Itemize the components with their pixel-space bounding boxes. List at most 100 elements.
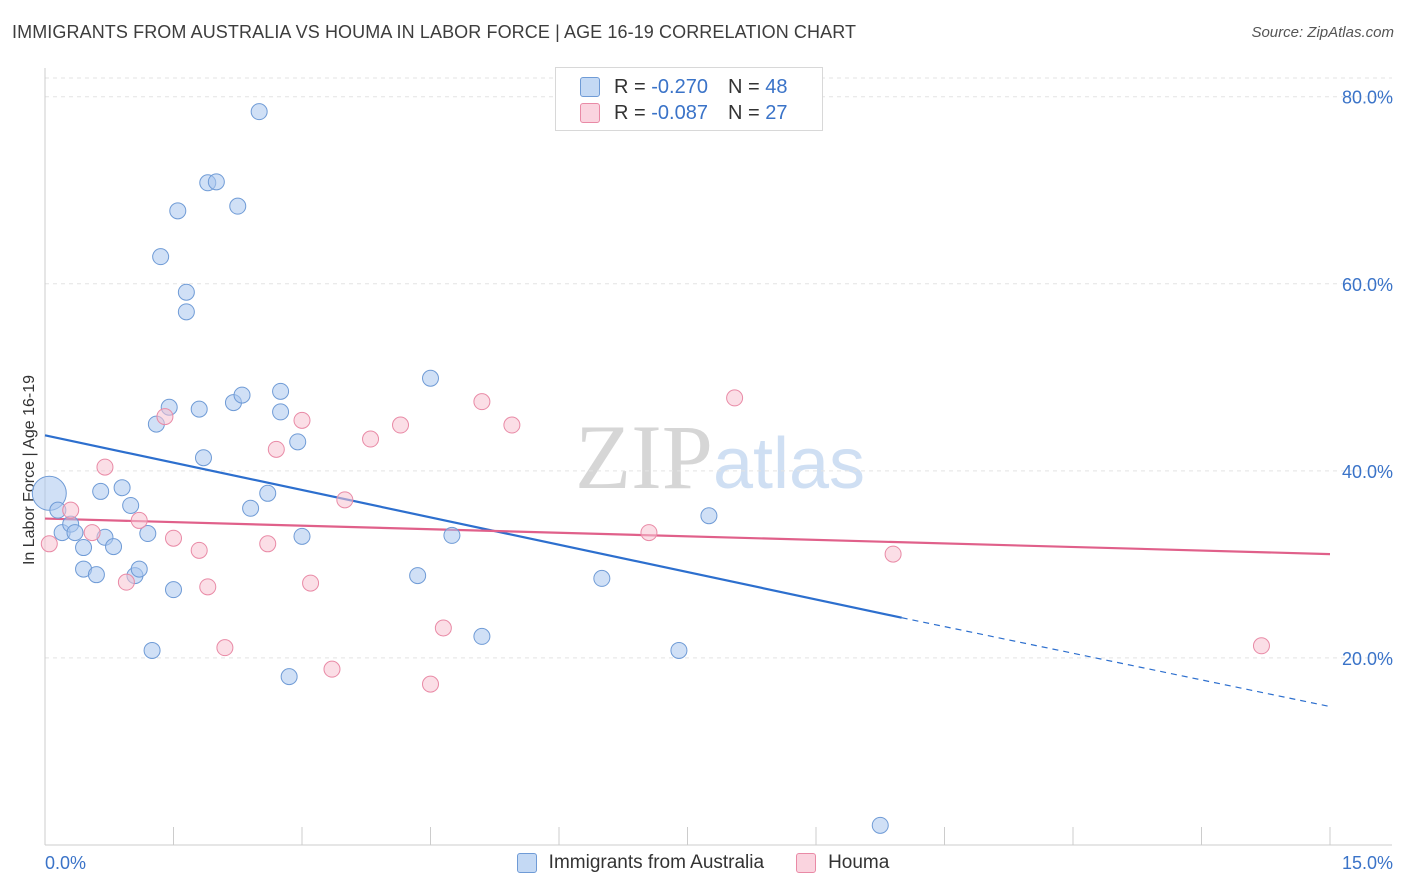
point-australia: [105, 538, 123, 556]
point-australia: [700, 507, 718, 525]
point-australia: [152, 248, 170, 266]
tick-labels: 20.0% 40.0% 60.0% 80.0% 0.0% 15.0%: [45, 88, 1393, 873]
point-australia: [871, 816, 889, 834]
grid-lines: [45, 77, 1392, 659]
trend-line-australia: [44, 434, 902, 619]
n-label: N =: [727, 101, 760, 124]
point-australia: [293, 527, 311, 545]
point-australia: [272, 382, 290, 400]
point-australia: [75, 539, 93, 557]
legend-label-houma: Houma: [828, 852, 890, 873]
point-australia: [139, 525, 157, 543]
point-houma: [156, 408, 174, 426]
point-australia: [259, 484, 277, 502]
legend-swatch-australia: [516, 853, 537, 873]
legend-item-australia: Immigrants from Australia: [516, 852, 765, 874]
point-australia: [130, 560, 148, 578]
y-tick-label: 80.0%: [1342, 88, 1393, 108]
trend-line-houma: [44, 517, 1331, 556]
legend-swatch-australia: [580, 77, 600, 97]
point-australia: [473, 627, 491, 645]
point-houma: [62, 501, 80, 519]
source-label: Source: ZipAtlas.com: [1251, 24, 1394, 41]
r-value: -0.087: [651, 101, 708, 124]
correlation-legend: R = -0.270 N = 48 R = -0.087 N = 27: [555, 67, 823, 131]
r-value: -0.270: [651, 75, 708, 98]
x-tick-label: 15.0%: [1342, 853, 1393, 873]
point-australia: [289, 433, 307, 451]
r-label: R =: [614, 101, 646, 124]
point-houma: [422, 675, 439, 693]
legend-swatch-houma: [796, 853, 817, 873]
point-australia: [250, 103, 268, 121]
point-australia: [143, 641, 161, 659]
point-australia: [92, 482, 110, 500]
point-houma: [323, 660, 341, 678]
trend-lines: [44, 434, 1331, 708]
point-australia: [177, 283, 195, 301]
y-tick-label: 20.0%: [1342, 649, 1393, 669]
watermark: ZIPatlas: [575, 406, 865, 508]
point-houma: [392, 416, 410, 434]
n-value: 27: [765, 101, 788, 124]
y-tick-label: 40.0%: [1342, 462, 1393, 482]
y-tick-label: 60.0%: [1342, 275, 1393, 295]
point-houma: [362, 430, 380, 448]
legend-label-australia: Immigrants from Australia: [548, 852, 765, 873]
point-houma: [293, 411, 311, 429]
trend-line-australia-extrapolated: [901, 617, 1331, 708]
point-australia: [177, 303, 195, 321]
n-value: 48: [765, 75, 788, 98]
point-houma: [117, 573, 135, 591]
point-houma: [434, 619, 452, 637]
point-houma: [199, 578, 217, 596]
point-houma: [40, 535, 58, 553]
point-houma: [473, 393, 491, 411]
point-houma: [726, 389, 744, 407]
point-houma: [190, 541, 208, 559]
point-australia: [242, 499, 260, 517]
point-australia: [593, 569, 611, 587]
point-houma: [96, 458, 114, 476]
point-australia: [113, 479, 131, 497]
legend-row-australia: R = -0.270 N = 48: [580, 75, 787, 99]
point-houma: [640, 524, 658, 542]
point-australia: [409, 567, 427, 585]
point-houma: [165, 529, 182, 547]
legend-row-houma: R = -0.087 N = 27: [580, 101, 787, 125]
point-australia: [190, 400, 208, 418]
watermark-atlas: atlas: [713, 424, 865, 504]
point-houma: [302, 574, 320, 592]
point-australia: [280, 668, 298, 686]
legend-swatch-houma: [580, 103, 600, 123]
point-houma: [884, 545, 902, 563]
point-australia: [122, 496, 140, 514]
series-legend: Immigrants from Australia Houma: [0, 852, 1406, 874]
point-australia: [272, 403, 290, 421]
point-houma: [216, 639, 234, 657]
n-label: N =: [727, 75, 760, 98]
x-tick-label: 0.0%: [45, 853, 86, 873]
point-australia: [87, 566, 105, 584]
point-australia: [233, 386, 251, 404]
point-australia: [207, 173, 225, 191]
point-australia: [66, 524, 84, 542]
point-australia: [443, 526, 461, 544]
point-australia: [165, 581, 182, 599]
r-label: R =: [614, 75, 646, 98]
point-houma: [1252, 637, 1270, 655]
point-australia: [422, 369, 439, 387]
point-australia: [670, 641, 688, 659]
axes: [44, 68, 1392, 846]
point-australia: [194, 449, 212, 467]
point-houma: [503, 416, 521, 434]
watermark-zip: ZIP: [575, 406, 713, 508]
legend-item-houma: Houma: [796, 852, 889, 874]
data-points: [31, 103, 1270, 834]
point-australia: [229, 197, 247, 215]
point-houma: [259, 535, 277, 553]
point-houma: [336, 491, 354, 509]
point-houma: [83, 524, 101, 542]
point-houma: [267, 440, 285, 458]
